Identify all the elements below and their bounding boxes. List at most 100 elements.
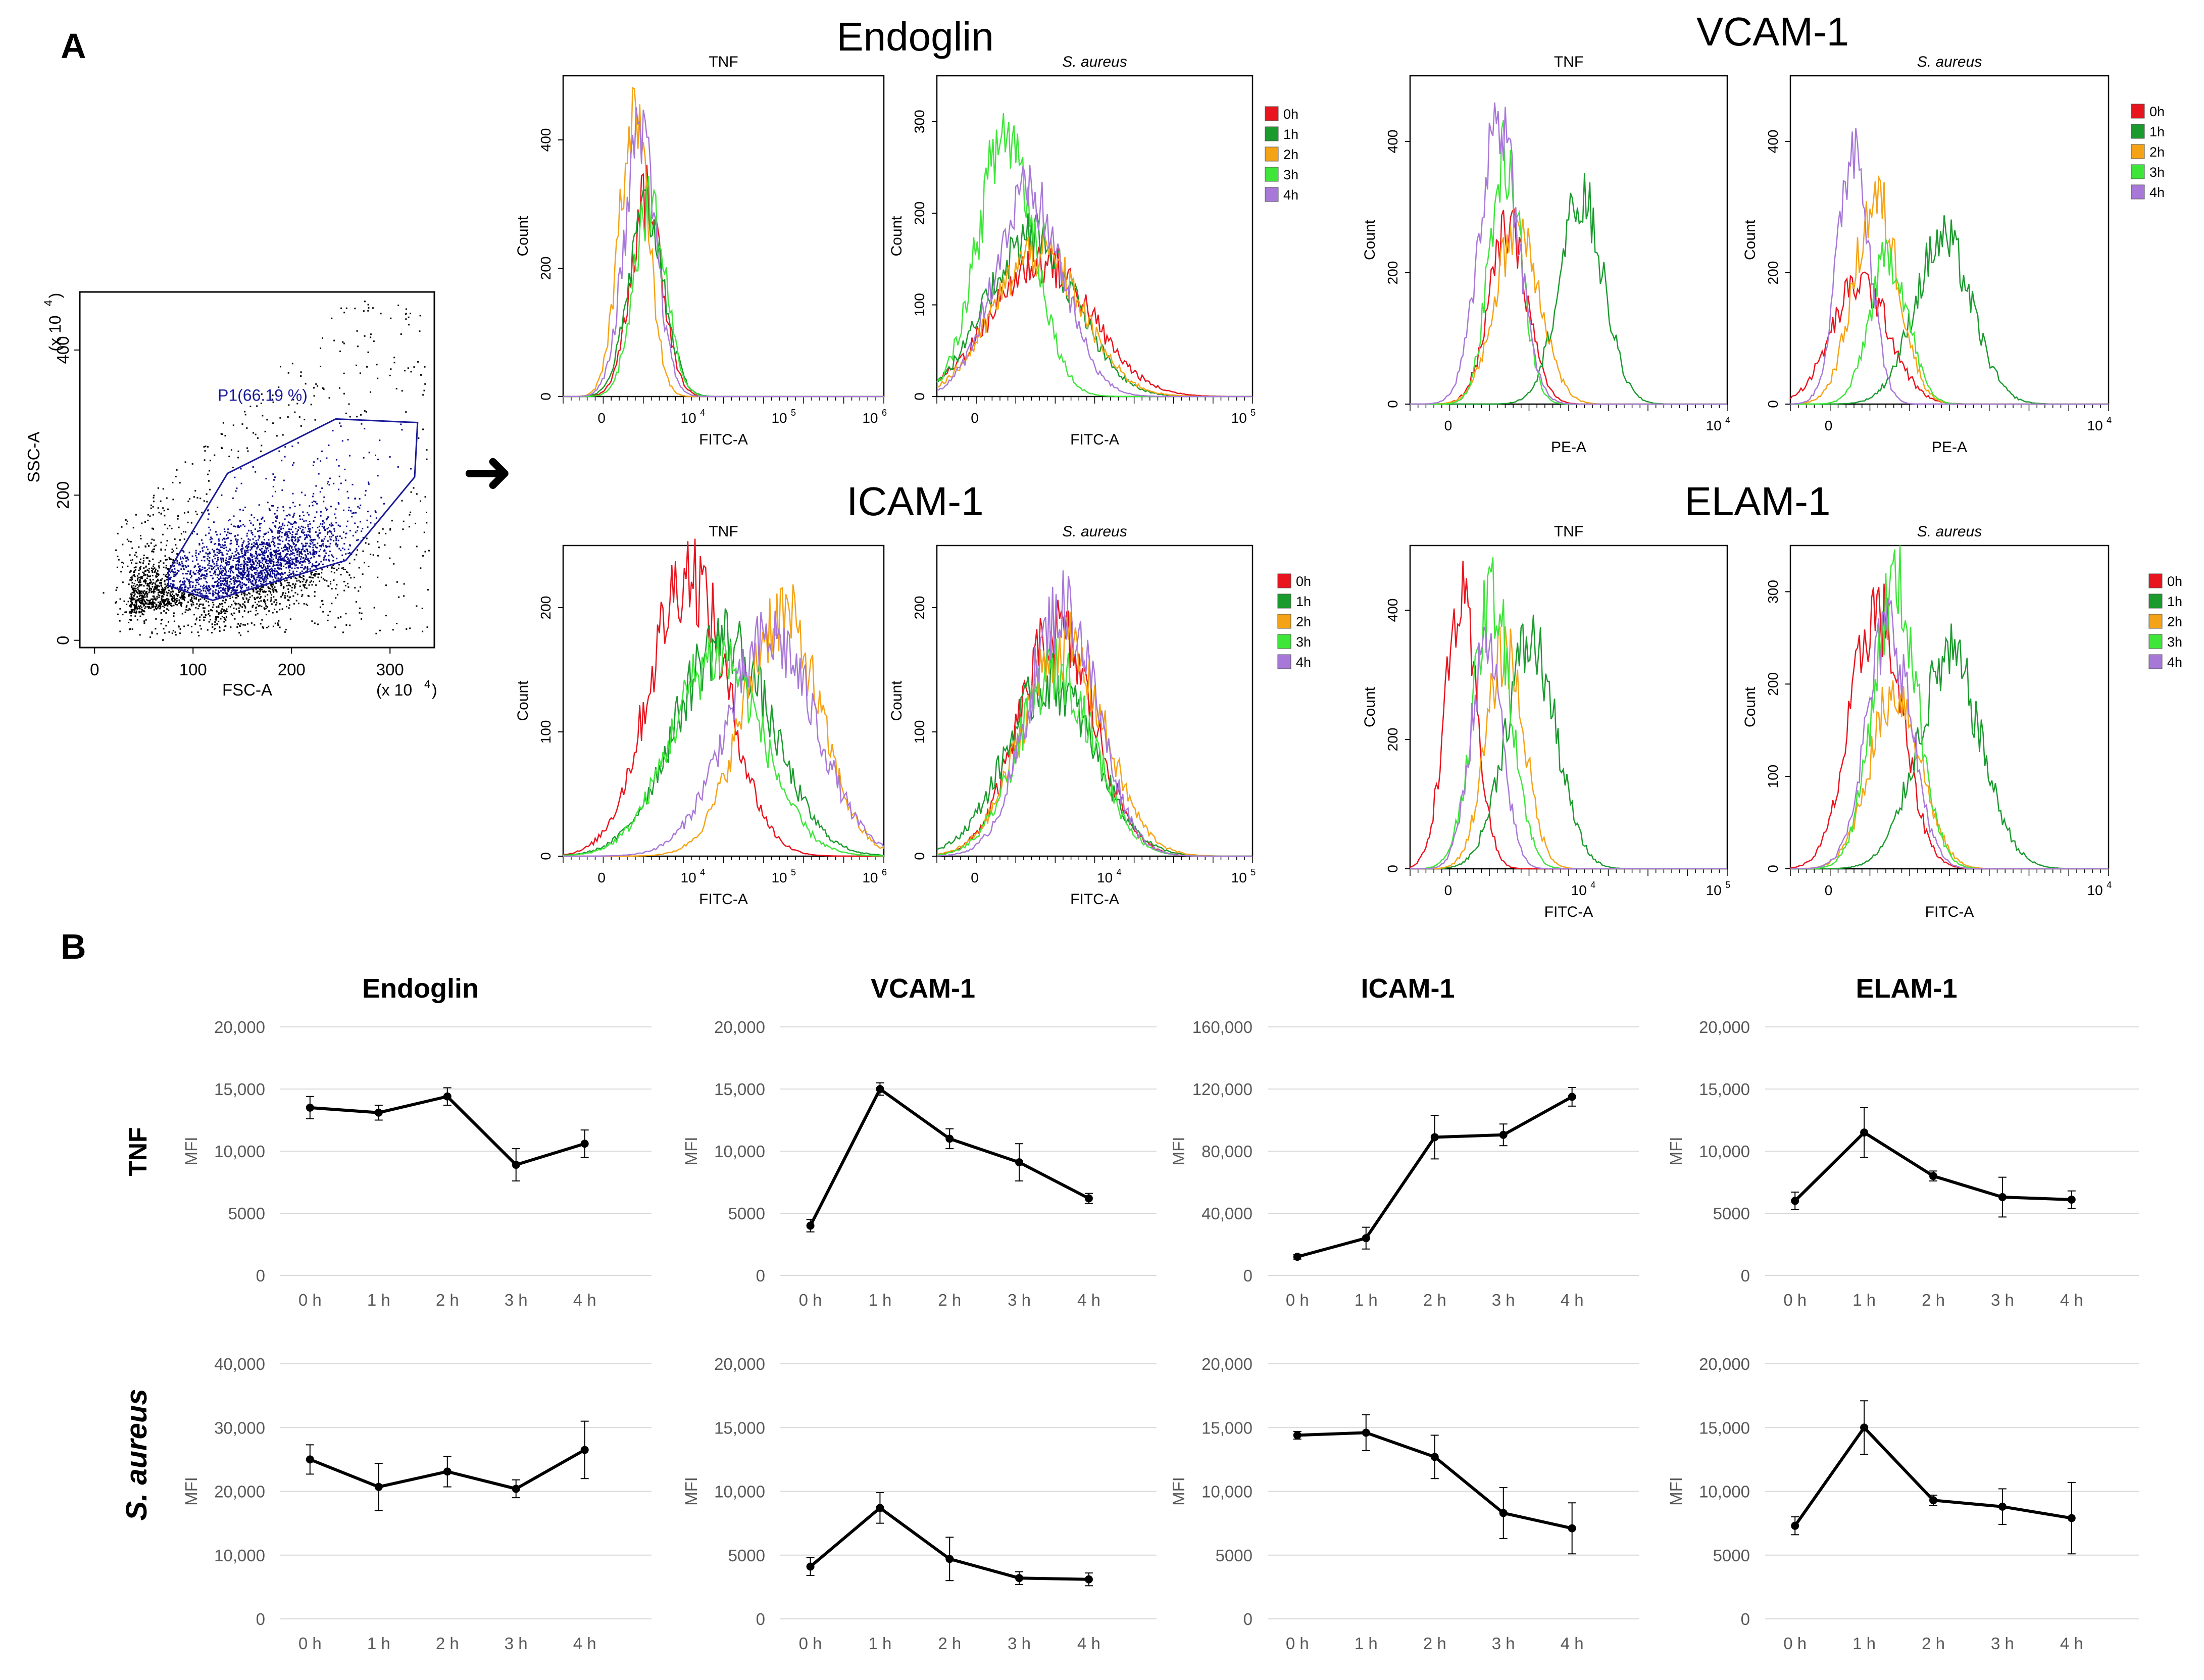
line-chart-6: 0 5000 10,000 15,000 20,000 MFI 0 h 1 h 2 h 3 h 4 … xyxy=(1169,1355,1639,1653)
x-tick-label: 3 h xyxy=(505,1634,528,1653)
data-point xyxy=(1293,1431,1301,1440)
y-tick-label: 5000 xyxy=(1713,1204,1750,1223)
histogram-x-axis-title: FITC-A xyxy=(1925,904,1974,920)
data-point xyxy=(1998,1502,2007,1511)
data-point xyxy=(443,1467,452,1476)
y-tick-label: 0 xyxy=(1765,865,1781,873)
x-tick-label: 10 xyxy=(1231,870,1247,885)
x-tick-label: 10 xyxy=(862,870,878,885)
legend-swatch xyxy=(1277,654,1291,669)
y-tick-label: 5000 xyxy=(728,1546,765,1565)
y-tick-label: 20,000 xyxy=(214,1483,265,1501)
chart-title: VCAM-1 xyxy=(871,973,975,1004)
y-tick-label: 400 xyxy=(1385,130,1400,154)
data-point xyxy=(1791,1197,1799,1205)
legend-swatch xyxy=(1277,594,1291,609)
x-tick-exponent: 4 xyxy=(2107,880,2112,890)
y-tick-label: 200 xyxy=(1385,261,1400,285)
y-tick-label: 0 xyxy=(1765,400,1781,408)
y-tick-label: 200 xyxy=(538,257,554,280)
y-tick-label: 10,000 xyxy=(1699,1483,1750,1501)
legend-swatch xyxy=(2148,614,2163,629)
data-point xyxy=(1499,1130,1508,1139)
data-point xyxy=(306,1103,314,1112)
y-tick-label: 40,000 xyxy=(1201,1204,1253,1223)
chart-title: ICAM-1 xyxy=(1361,973,1455,1004)
histogram-x-axis-title: FITC-A xyxy=(1070,431,1119,448)
y-axis-title: SSC-A xyxy=(24,432,43,483)
y-tick-label: 20,000 xyxy=(1201,1355,1253,1373)
x-tick-exponent: 5 xyxy=(791,867,796,877)
data-point xyxy=(374,1483,383,1491)
y-tick-label: 15,000 xyxy=(714,1418,765,1437)
data-point xyxy=(1362,1428,1370,1437)
x-tick-exponent: 4 xyxy=(1117,867,1122,877)
y-tick-label: 15,000 xyxy=(1201,1418,1253,1437)
legend-label: 2h xyxy=(2167,614,2182,629)
x-tick-label: 4 h xyxy=(573,1291,596,1309)
y-tick-label: 5000 xyxy=(1216,1546,1253,1565)
x-tick-label: 0 xyxy=(1825,418,1833,433)
data-point xyxy=(945,1134,954,1143)
data-point xyxy=(1860,1128,1869,1137)
histogram-curve-0h xyxy=(1790,583,2109,870)
histogram-plot: S. aureus FITC-A Count 0 100 200 300 0 10 5 xyxy=(888,54,1256,448)
y-tick-label: 0 xyxy=(54,635,72,645)
x-tick-label: 10 xyxy=(862,410,878,426)
data-line xyxy=(1793,1426,2072,1527)
histogram-subtitle: S. aureus xyxy=(1062,54,1127,70)
x-tick-label: 3 h xyxy=(505,1291,528,1309)
legend-label: 1h xyxy=(1296,594,1311,609)
x-exponent-close: ) xyxy=(432,681,437,699)
x-tick-label: 3 h xyxy=(1991,1291,2014,1309)
histogram-subtitle: TNF xyxy=(1554,54,1583,70)
y-axis-title: MFI xyxy=(1667,1137,1685,1166)
x-tick-label: 1 h xyxy=(367,1291,390,1309)
histogram-curve-4h xyxy=(936,165,1253,398)
y-tick-label: 0 xyxy=(1243,1266,1253,1285)
data-point xyxy=(1430,1453,1439,1461)
histogram-x-axis-title: PE-A xyxy=(1551,439,1586,456)
y-tick-label: 10,000 xyxy=(714,1142,765,1161)
legend-swatch xyxy=(2131,124,2145,139)
histogram-y-axis-title: Count xyxy=(1362,686,1378,727)
x-tick-label: 0 xyxy=(90,660,99,679)
data-point xyxy=(1929,1496,1937,1505)
y-tick-label: 400 xyxy=(54,336,72,364)
legend-label: 0h xyxy=(1283,107,1298,122)
x-tick-label: 3 h xyxy=(1492,1291,1515,1309)
histogram-group-title: ICAM-1 xyxy=(846,479,983,524)
y-tick-label: 0 xyxy=(256,1610,265,1628)
y-tick-label: 200 xyxy=(54,481,72,509)
histogram-curve-1h xyxy=(936,212,1253,398)
x-tick-label: 2 h xyxy=(938,1634,961,1653)
y-exponent-note: (x 10 xyxy=(46,315,64,351)
legend-swatch xyxy=(2131,144,2145,159)
x-tick-label: 0 xyxy=(1444,882,1452,898)
histogram-group-title: VCAM-1 xyxy=(1696,9,1849,54)
gate-polygon xyxy=(168,418,419,602)
x-tick-label: 0 h xyxy=(1783,1291,1807,1309)
data-point xyxy=(1015,1158,1024,1167)
x-tick-label: 4 h xyxy=(1561,1634,1584,1653)
histogram-subtitle: TNF xyxy=(1554,523,1583,540)
histogram-curve-3h xyxy=(563,635,884,857)
y-tick-label: 0 xyxy=(538,392,554,401)
y-tick-label: 15,000 xyxy=(1699,1418,1750,1437)
data-point xyxy=(512,1485,520,1493)
x-tick-exponent: 4 xyxy=(700,408,705,418)
x-exponent-note: (x 10 xyxy=(376,681,412,699)
data-line xyxy=(1794,1131,2072,1202)
histogram-y-axis-title: Count xyxy=(888,680,905,721)
histogram-curve-1h xyxy=(1410,173,1727,405)
x-tick-exponent: 5 xyxy=(1250,408,1256,418)
y-tick-label: 15,000 xyxy=(214,1080,265,1099)
y-tick-label: 0 xyxy=(1741,1266,1750,1285)
line-chart-4: 0 10,000 20,000 30,000 40,000 MFI 0 h 1 h 2 h 3 h… xyxy=(182,1355,652,1653)
arrow-icon: ➜ xyxy=(462,438,513,506)
x-tick-label: 1 h xyxy=(367,1634,390,1653)
